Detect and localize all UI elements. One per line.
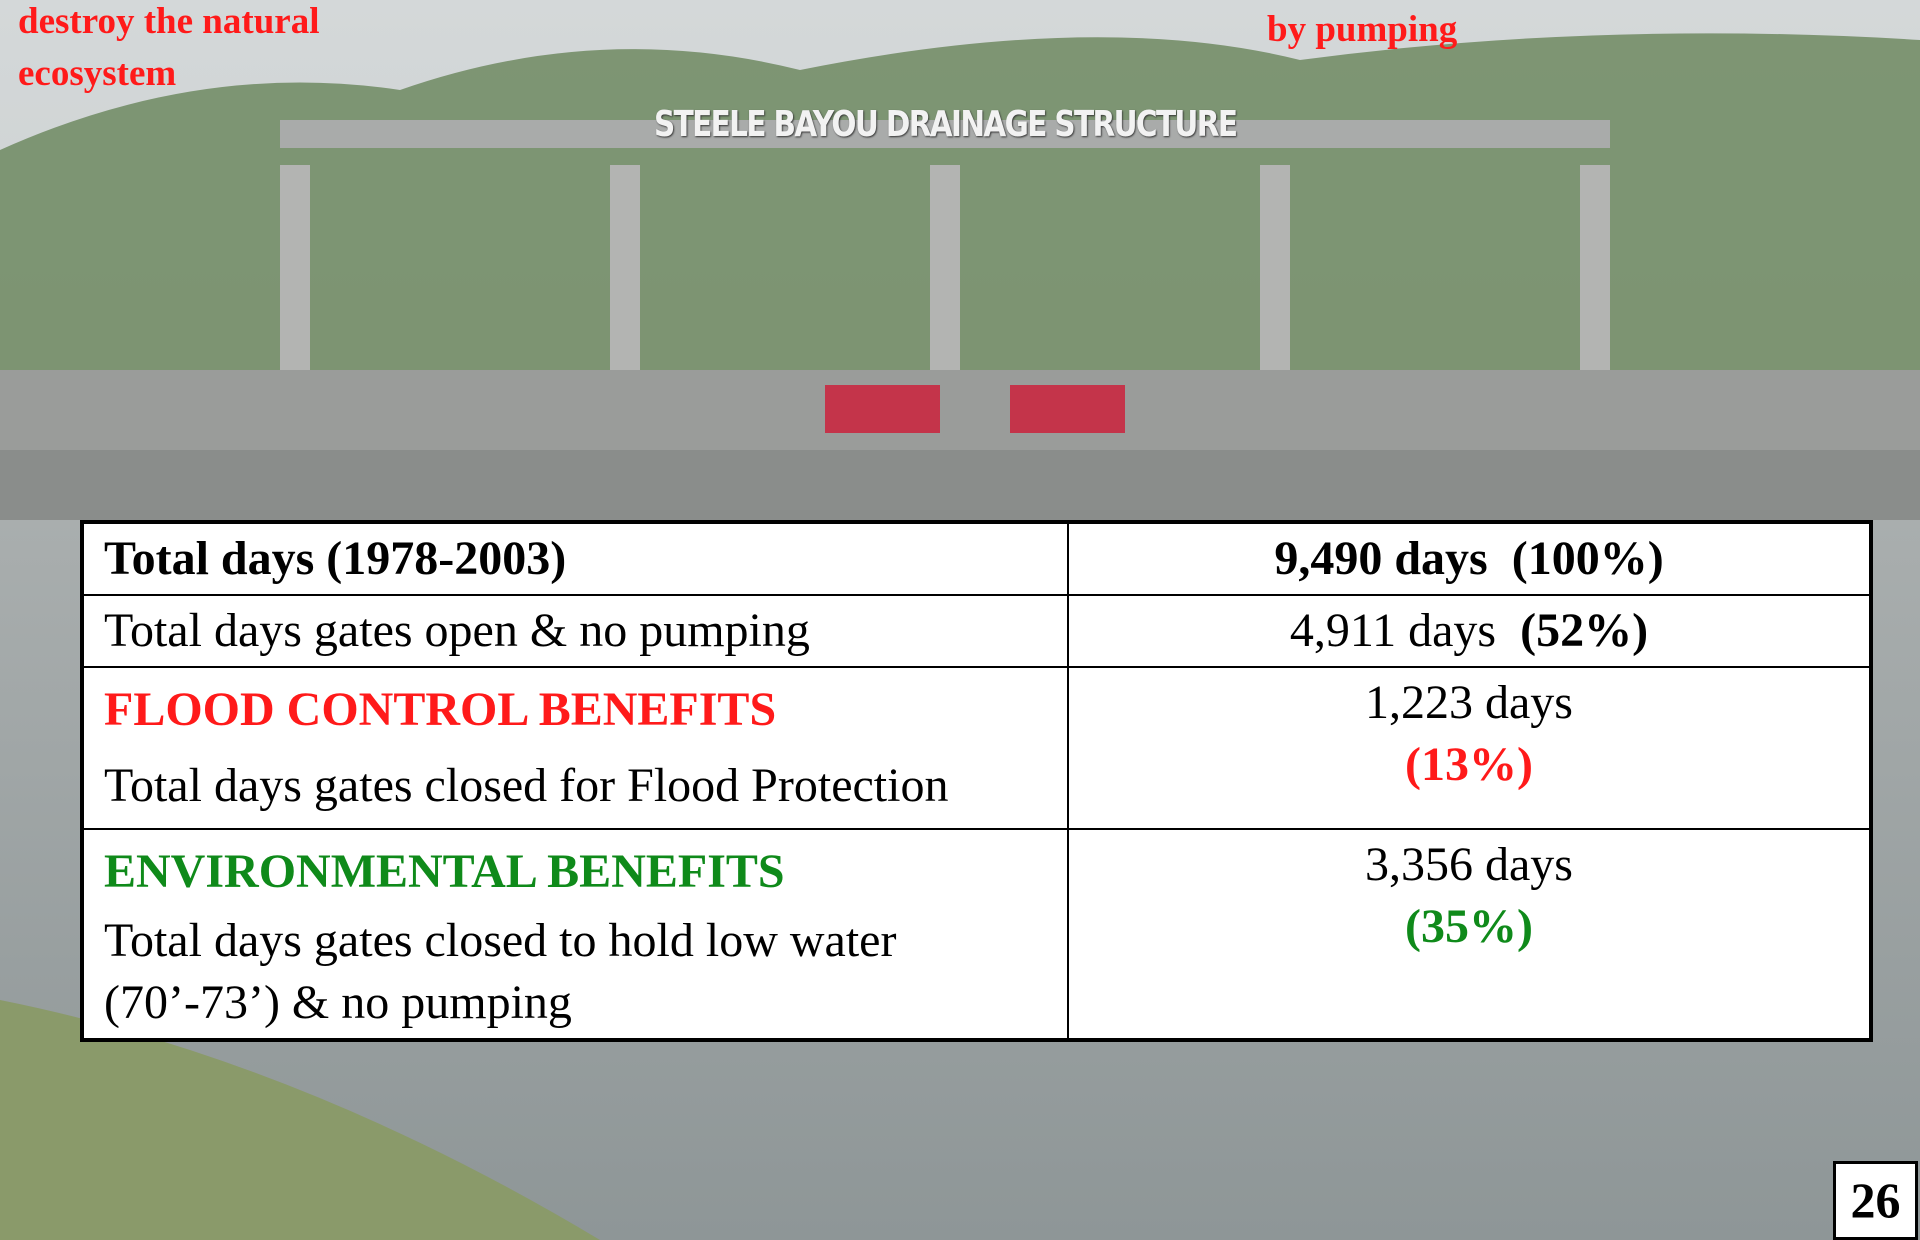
- label: Total days gates open & no pumping: [104, 604, 810, 657]
- days: 1,223 days: [1089, 672, 1849, 734]
- table-row: ENVIRONMENTAL BENEFITS Total days gates …: [82, 829, 1871, 1040]
- cell-value: 1,223 days (13%): [1068, 667, 1871, 829]
- header-right: by pumping: [1267, 4, 1457, 56]
- cell-label: ENVIRONMENTAL BENEFITS Total days gates …: [82, 829, 1068, 1040]
- table-row: Total days gates open & no pumping 4,911…: [82, 595, 1871, 667]
- days: 3,356 days: [1089, 834, 1849, 896]
- cell-label: FLOOD CONTROL BENEFITS Total days gates …: [82, 667, 1068, 829]
- header-line: ecosystem: [18, 48, 319, 100]
- description: Total days gates closed to hold low wate…: [104, 910, 1047, 972]
- page-number: 26: [1833, 1161, 1918, 1240]
- percent: (13%): [1089, 734, 1849, 796]
- cell-value: 9,490 days (100%): [1068, 522, 1871, 595]
- header-left: destroy the natural ecosystem: [18, 0, 319, 100]
- description: Total days gates closed for Flood Protec…: [104, 748, 1047, 824]
- table-row: Total days (1978-2003) 9,490 days (100%): [82, 522, 1871, 595]
- days: 9,490 days: [1274, 532, 1487, 585]
- slide: destroy the natural ecosystem by pumping…: [0, 0, 1920, 1240]
- label: Total days (1978-2003): [104, 532, 566, 585]
- cell-value: 4,911 days (52%): [1068, 595, 1871, 667]
- percent: (52%): [1520, 604, 1648, 657]
- heading: ENVIRONMENTAL BENEFITS: [104, 834, 1047, 910]
- cell-value: 3,356 days (35%): [1068, 829, 1871, 1040]
- cell-label: Total days (1978-2003): [82, 522, 1068, 595]
- description: (70’-73’) & no pumping: [104, 972, 1047, 1034]
- percent: (35%): [1089, 896, 1849, 958]
- table-row: FLOOD CONTROL BENEFITS Total days gates …: [82, 667, 1871, 829]
- data-table: Total days (1978-2003) 9,490 days (100%)…: [80, 520, 1873, 1042]
- cell-label: Total days gates open & no pumping: [82, 595, 1068, 667]
- header-line: destroy the natural: [18, 0, 319, 48]
- sign-text: STEELE BAYOU DRAINAGE STRUCTURE: [650, 104, 1240, 145]
- percent: (100%): [1512, 532, 1664, 585]
- days: 4,911 days: [1290, 604, 1496, 657]
- heading: FLOOD CONTROL BENEFITS: [104, 672, 1047, 748]
